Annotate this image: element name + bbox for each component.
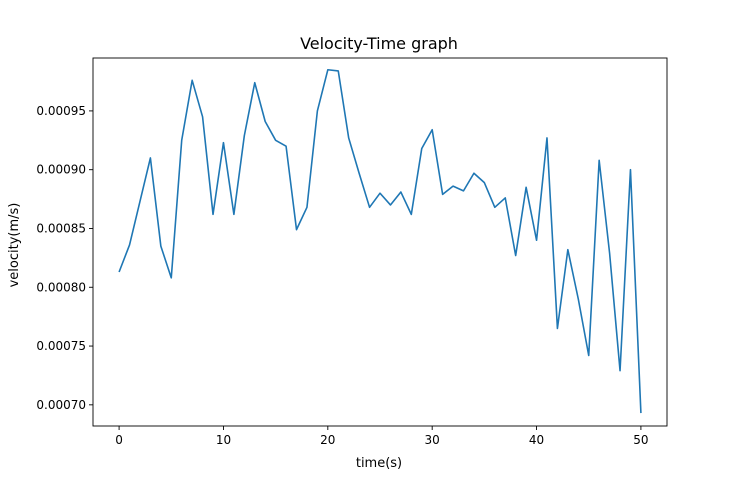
x-tick-label: 20: [320, 433, 335, 447]
x-axis-label: time(s): [356, 456, 402, 471]
x-tick-label: 10: [216, 433, 231, 447]
x-tick-label: 50: [633, 433, 648, 447]
y-tick-label: 0.00080: [36, 280, 86, 294]
y-axis-label: velocity(m/s): [7, 203, 22, 288]
y-tick-label: 0.00075: [36, 339, 86, 353]
chart-title: Velocity-Time graph: [300, 34, 458, 53]
y-tick-label: 0.00070: [36, 398, 86, 412]
x-tick-label: 40: [529, 433, 544, 447]
y-tick-label: 0.00085: [36, 221, 86, 235]
x-tick-label: 0: [115, 433, 123, 447]
plot-area: [118, 68, 642, 414]
y-tick-label: 0.00095: [36, 104, 86, 118]
y-tick-label: 0.00090: [36, 163, 86, 177]
x-tick-label: 30: [425, 433, 440, 447]
axes: 0 10 20 30 40 50 0.00070 0.00075 0.00080 0.00085 0…: [36, 57, 668, 447]
plot-frame: [92, 57, 668, 427]
series-line-0: [118, 68, 642, 414]
